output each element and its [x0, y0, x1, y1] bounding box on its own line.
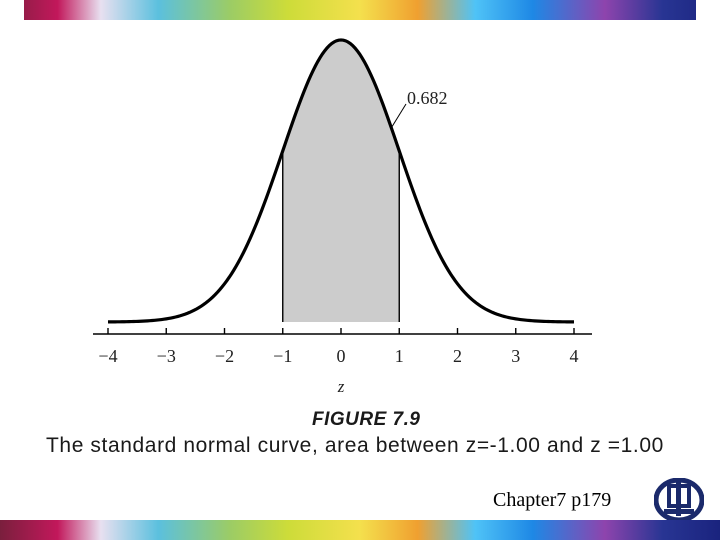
normal-curve-line [107, 38, 575, 324]
x-tick-label-0: −4 [98, 346, 117, 366]
shaded-area [282, 39, 400, 322]
bottom-color-band [0, 520, 720, 540]
x-tick-label-5: 1 [395, 346, 404, 366]
x-axis-ticks [107, 328, 575, 334]
annotation-leader-line [390, 103, 407, 130]
x-tick-label-2: −2 [215, 346, 234, 366]
figure-caption: The standard normal curve, area between … [46, 434, 664, 457]
top-band-left-gap [0, 0, 24, 20]
figure-label: FIGURE 7.9 [312, 409, 421, 430]
top-color-band [0, 0, 720, 20]
x-tick-label-4: 0 [337, 346, 346, 366]
x-tick-label-7: 3 [511, 346, 520, 366]
x-axis-tick-labels: −4 −3 −2 −1 0 1 2 3 4 [98, 346, 578, 366]
x-tick-label-8: 4 [570, 346, 579, 366]
annotation-label: 0.682 [407, 88, 448, 108]
top-band-right-gap [696, 0, 720, 20]
x-axis-title: z [337, 377, 345, 396]
x-tick-label-3: −1 [273, 346, 292, 366]
university-logo-icon [654, 478, 704, 522]
x-tick-label-6: 2 [453, 346, 462, 366]
x-tick-label-1: −3 [157, 346, 176, 366]
chapter-reference: Chapter7 p179 [493, 489, 612, 511]
